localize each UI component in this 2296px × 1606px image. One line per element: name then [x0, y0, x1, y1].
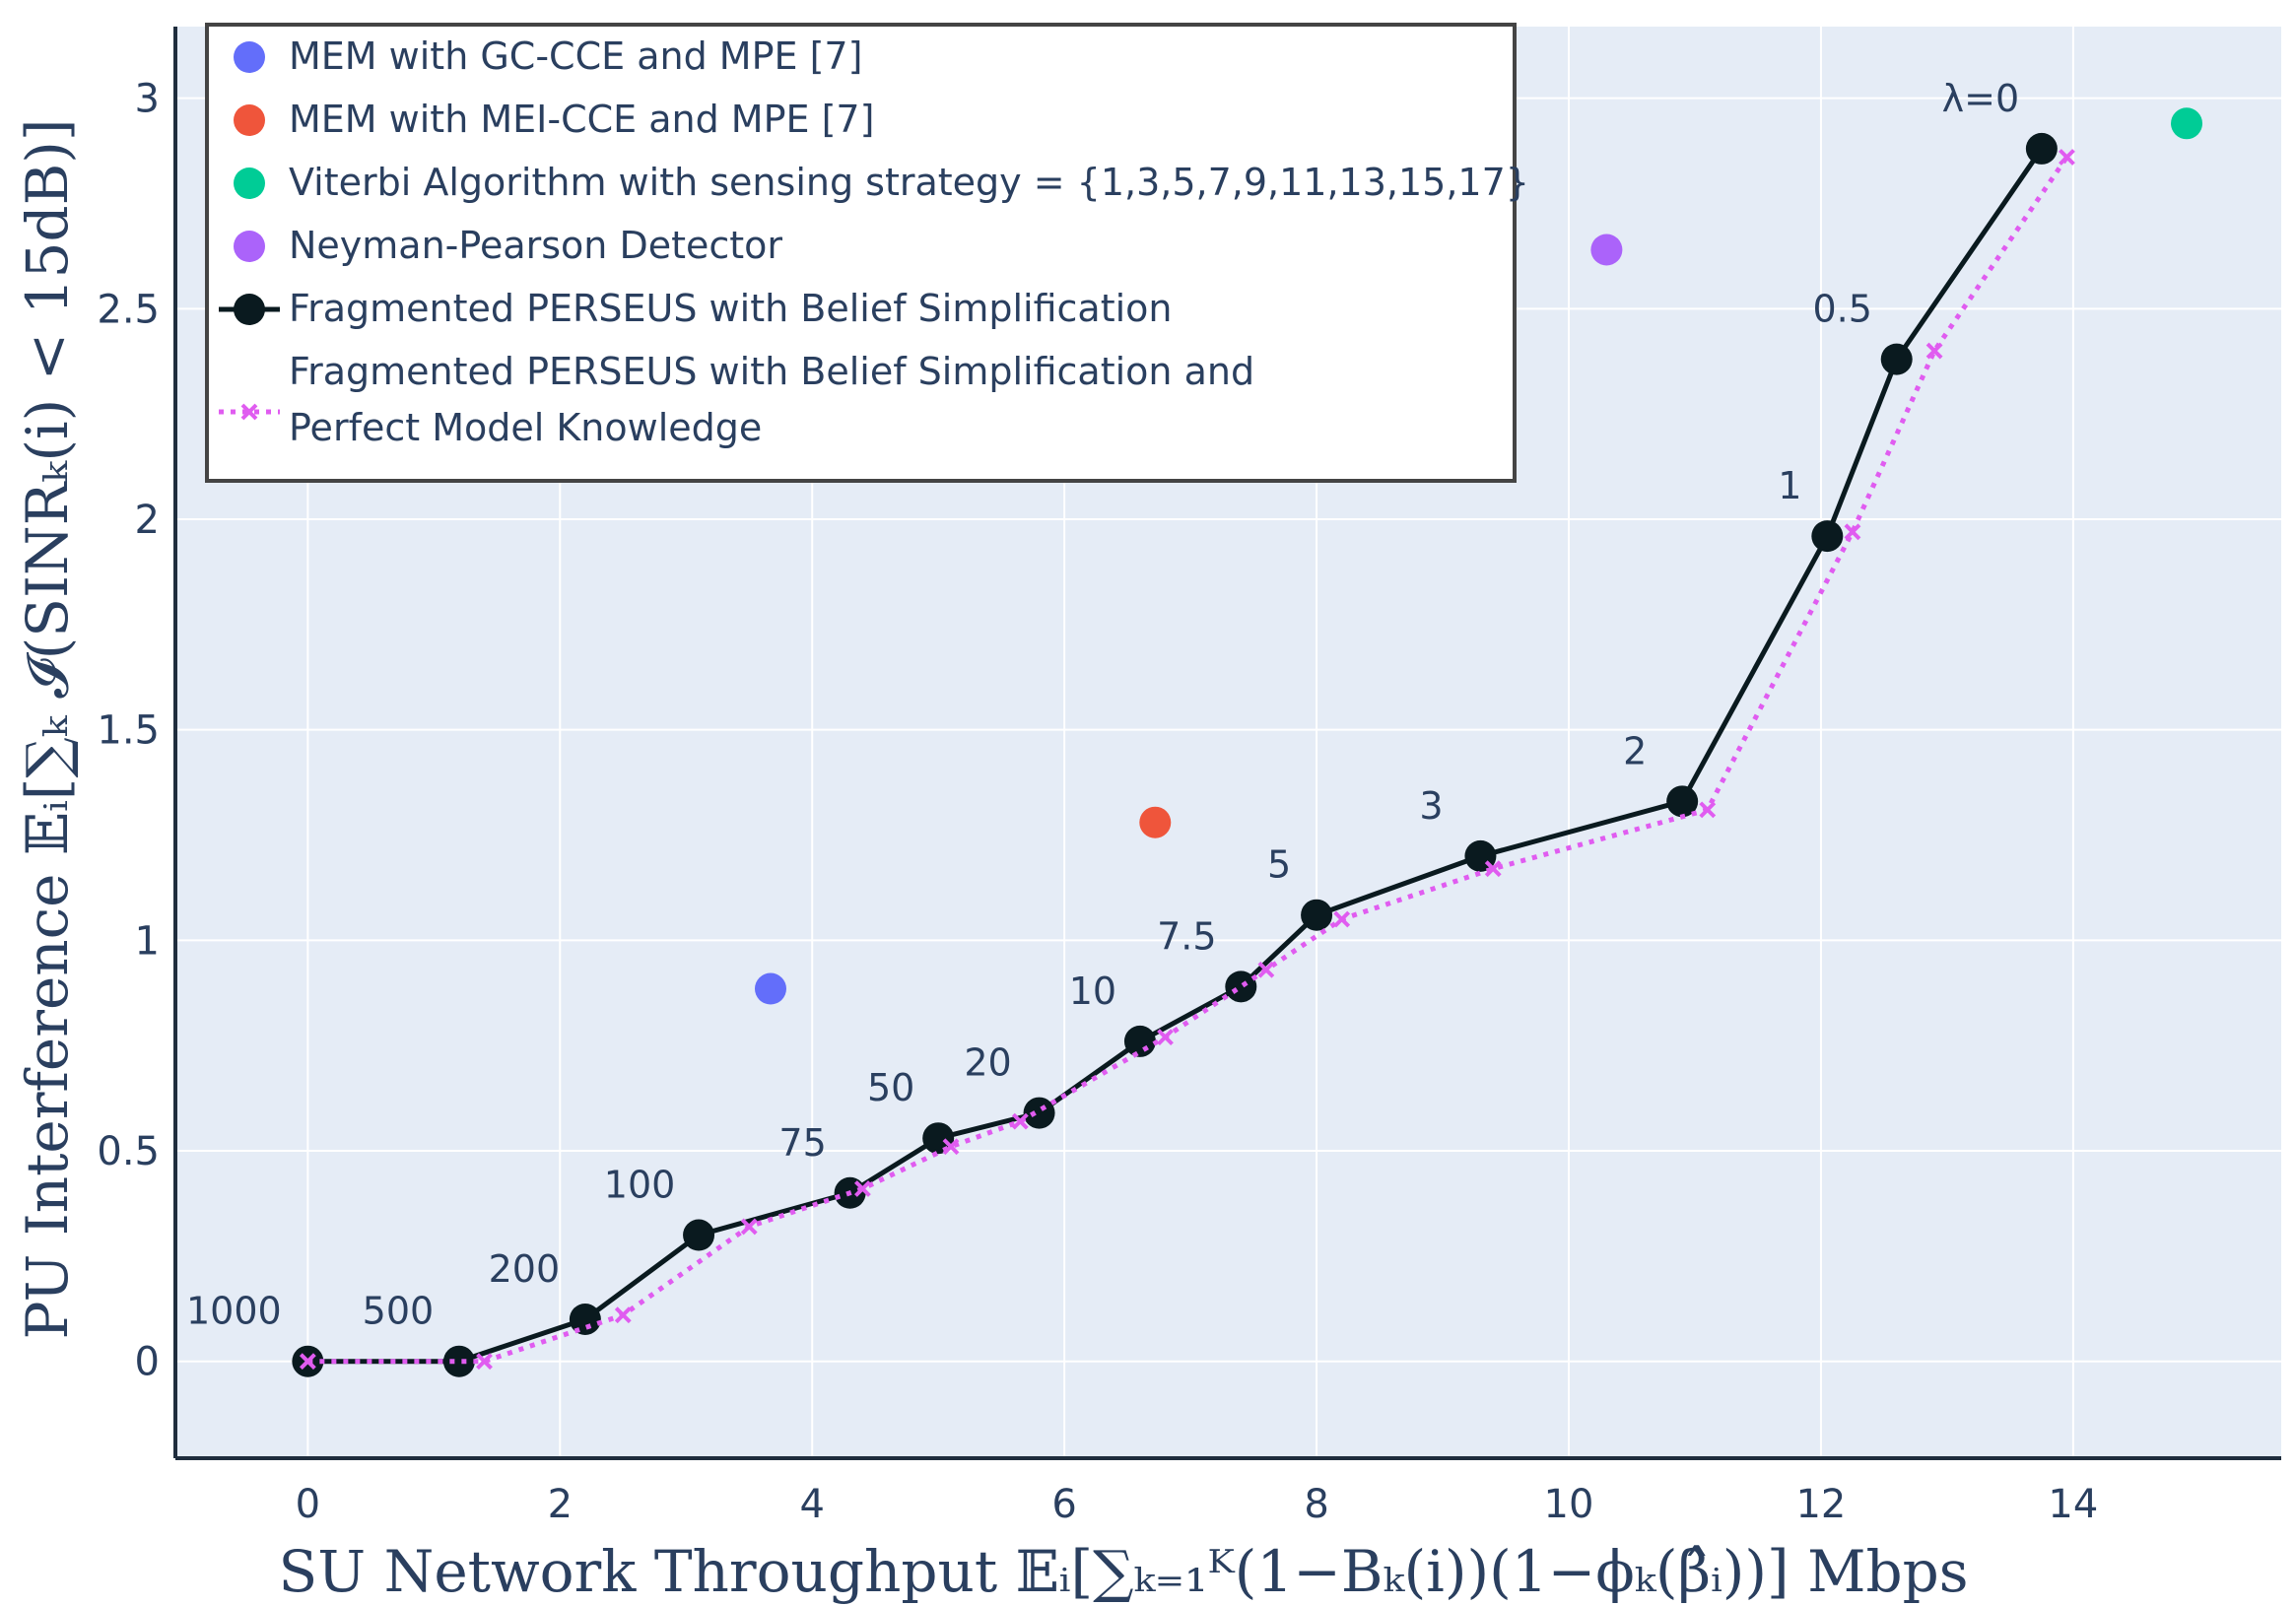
point-perfect-model [614, 1306, 632, 1324]
point-perfect-model [299, 1353, 316, 1371]
legend-entry: Viterbi Algorithm with sensing strategy … [289, 161, 1529, 204]
x-axis-title: SU Network Throughput 𝔼ᵢ[∑ₖ₌₁ᴷ(1−Bₖ(i))(… [279, 1538, 1969, 1605]
legend-entry: Neyman-Pearson Detector [289, 224, 782, 267]
point-label: 7.5 [1157, 914, 1216, 958]
point-perfect-model [1257, 961, 1275, 978]
x-tick-label: 8 [1304, 1482, 1328, 1527]
point-label: 500 [363, 1290, 435, 1333]
legend-box [205, 23, 1517, 483]
y-axis-title: PU Interference 𝔼ᵢ[∑ₖ 𝓘(SINRₖ(i) < 15dB)… [14, 118, 81, 1339]
point-perfect-model [1157, 1029, 1174, 1046]
x-tick-labels: 0 2 4 6 8 10 12 14 [296, 1482, 2099, 1527]
point-perseus [1666, 785, 1699, 818]
point-perseus [442, 1345, 475, 1377]
legend-marker [240, 403, 258, 421]
point-perfect-model [1333, 910, 1351, 928]
point-perseus [922, 1122, 955, 1155]
point-label: λ=0 [1942, 77, 2020, 120]
legend-marker [234, 231, 265, 262]
point-perfect-model [740, 1218, 758, 1236]
point-label: 1000 [186, 1290, 282, 1333]
legend-entry: Fragmented PERSEUS with Belief Simplific… [289, 287, 1173, 330]
y-tick-label: 1.5 [97, 708, 160, 754]
x-tick-label: 14 [2048, 1482, 2098, 1527]
point-marker-1 [1139, 806, 1172, 838]
point-perseus [569, 1303, 601, 1335]
point-label: 5 [1267, 843, 1291, 887]
point-perfect-model [942, 1138, 960, 1156]
point-label: 0.5 [1812, 288, 1871, 331]
point-label: 50 [867, 1066, 914, 1109]
point-perfect-model [2059, 149, 2075, 166]
legend-marker [234, 41, 265, 73]
point-perseus [683, 1219, 715, 1251]
point-perseus [1301, 899, 1333, 931]
point-marker-0 [754, 972, 786, 1005]
point-label: 200 [489, 1247, 561, 1291]
point-perseus [1123, 1025, 1156, 1057]
x-tick-label: 4 [799, 1482, 824, 1527]
point-label: 10 [1069, 970, 1116, 1013]
point-marker-2 [2171, 107, 2203, 140]
point-label: 20 [964, 1041, 1011, 1085]
point-label: 1 [1778, 464, 1801, 507]
x-tick-label: 12 [1795, 1482, 1846, 1527]
y-tick-label: 0 [135, 1340, 160, 1385]
point-label: 100 [604, 1164, 676, 1207]
legend-marker [234, 167, 265, 199]
point-perfect-model [1844, 523, 1861, 541]
y-tick-label: 2.5 [97, 287, 160, 332]
point-label: 3 [1419, 784, 1443, 828]
point-perfect-model [1925, 342, 1943, 360]
y-tick-label: 1 [135, 918, 160, 964]
point-perseus [1880, 343, 1913, 375]
series-layer [292, 107, 2203, 1377]
legend-entry-line2: Perfect Model Knowledge [289, 406, 762, 449]
point-perfect-model [1011, 1112, 1029, 1130]
x-tick-label: 10 [1544, 1482, 1594, 1527]
point-perseus [2025, 132, 2058, 165]
point-label: 75 [778, 1121, 826, 1165]
point-perseus [1225, 970, 1257, 1003]
y-tick-label: 3 [135, 77, 160, 122]
y-tick-label: 2 [135, 498, 160, 543]
y-tick-label: 0.5 [97, 1129, 160, 1174]
point-perfect-model [1699, 801, 1717, 819]
point-marker-3 [1590, 234, 1623, 266]
legend: MEM with GC-CCE and MPE [7] MEM with MEI-… [205, 23, 1529, 483]
point-perfect-model [853, 1180, 871, 1197]
point-perfect-model [476, 1353, 493, 1371]
point-perseus [1811, 520, 1844, 553]
point-labels: 1000 500 200 100 75 50 20 10 7.5 5 3 2 1 0.5 λ=0 [186, 77, 2019, 1333]
legend-entry: MEM with MEI-CCE and MPE [7] [289, 98, 874, 141]
point-label: 2 [1623, 729, 1647, 772]
legend-marker [234, 104, 265, 136]
point-perseus [1023, 1097, 1055, 1129]
legend-marker [234, 294, 265, 325]
x-tick-label: 2 [548, 1482, 573, 1527]
legend-entry: MEM with GC-CCE and MPE [7] [289, 34, 862, 78]
y-tick-labels: 0 0.5 1 1.5 2 2.5 3 [97, 77, 160, 1385]
legend-entry: Fragmented PERSEUS with Belief Simplific… [289, 350, 1254, 393]
point-perfect-model [1484, 860, 1502, 878]
x-tick-label: 0 [296, 1482, 320, 1527]
x-tick-label: 6 [1051, 1482, 1076, 1527]
